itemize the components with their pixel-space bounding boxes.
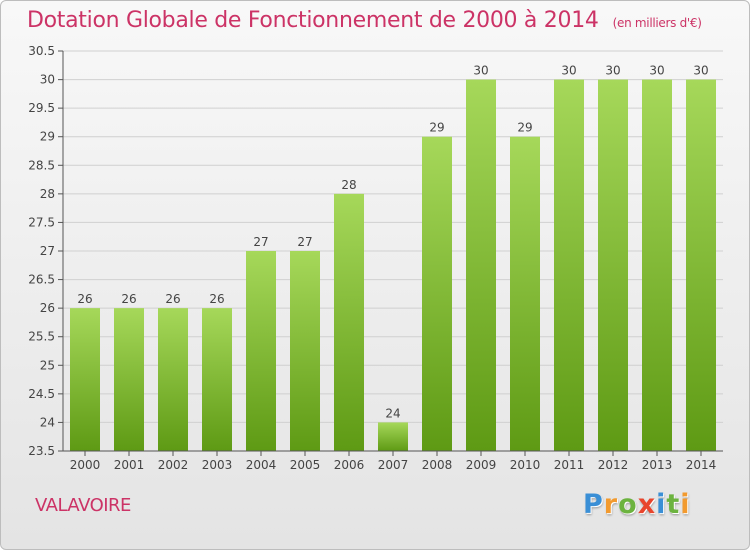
bar bbox=[598, 79, 628, 452]
x-tick-label: 2011 bbox=[554, 458, 585, 472]
data-label: 26 bbox=[121, 292, 136, 306]
y-tick-label: 27 bbox=[40, 244, 55, 258]
y-tick-label: 26.5 bbox=[28, 273, 55, 287]
bar bbox=[334, 193, 364, 451]
chart-title-text: Dotation Globale de Fonctionnement de 20… bbox=[27, 8, 599, 33]
x-tick-label: 2007 bbox=[378, 458, 409, 472]
logo-letter: t bbox=[666, 489, 681, 520]
data-label: 28 bbox=[341, 178, 356, 192]
data-label: 27 bbox=[297, 235, 312, 249]
x-tick-label: 2000 bbox=[70, 458, 101, 472]
data-label: 24 bbox=[385, 406, 400, 420]
data-label: 26 bbox=[77, 292, 92, 306]
bar bbox=[686, 79, 716, 452]
x-tick-label: 2013 bbox=[642, 458, 673, 472]
logo-letter: r bbox=[603, 489, 619, 520]
data-label: 30 bbox=[473, 64, 488, 78]
x-tick-label: 2003 bbox=[202, 458, 233, 472]
x-tick-label: 2012 bbox=[598, 458, 629, 472]
x-tick-label: 2008 bbox=[422, 458, 453, 472]
data-label: 29 bbox=[517, 121, 532, 135]
data-label: 30 bbox=[561, 64, 576, 78]
data-label: 26 bbox=[165, 292, 180, 306]
bar bbox=[158, 308, 188, 451]
bar bbox=[290, 251, 320, 451]
x-tick-label: 2009 bbox=[466, 458, 497, 472]
data-label: 30 bbox=[693, 64, 708, 78]
y-tick-label: 26 bbox=[40, 301, 55, 315]
y-tick-label: 23.5 bbox=[28, 444, 55, 458]
y-tick-label: 28.5 bbox=[28, 158, 55, 172]
x-tick-label: 2010 bbox=[510, 458, 541, 472]
x-tick-label: 2005 bbox=[290, 458, 321, 472]
y-tick-label: 30.5 bbox=[28, 44, 55, 58]
y-tick-label: 28 bbox=[40, 187, 55, 201]
data-label: 30 bbox=[649, 64, 664, 78]
y-tick-label: 24 bbox=[40, 415, 55, 429]
bar bbox=[466, 79, 496, 452]
bar bbox=[378, 422, 408, 451]
chart-unit-label: (en milliers d'€) bbox=[612, 16, 702, 30]
bar bbox=[246, 251, 276, 451]
y-tick-label: 29 bbox=[40, 130, 55, 144]
logo-letter: o bbox=[618, 489, 638, 520]
y-tick-label: 24.5 bbox=[28, 387, 55, 401]
proxiti-logo: Proxiti bbox=[583, 489, 691, 520]
y-tick-label: 25.5 bbox=[28, 330, 55, 344]
bar bbox=[202, 308, 232, 451]
data-label: 27 bbox=[253, 235, 268, 249]
x-tick-label: 2002 bbox=[158, 458, 189, 472]
commune-name: VALAVOIRE bbox=[35, 495, 131, 516]
x-tick-label: 2001 bbox=[114, 458, 145, 472]
logo-letter: i bbox=[680, 489, 691, 520]
data-label: 29 bbox=[429, 121, 444, 135]
logo-letter: x bbox=[637, 489, 657, 520]
bar bbox=[642, 79, 672, 452]
y-tick-label: 30 bbox=[40, 73, 55, 87]
x-tick-label: 2006 bbox=[334, 458, 365, 472]
bar bbox=[114, 308, 144, 451]
x-tick-label: 2004 bbox=[246, 458, 277, 472]
y-tick-label: 29.5 bbox=[28, 101, 55, 115]
chart-title: Dotation Globale de Fonctionnement de 20… bbox=[27, 8, 702, 33]
logo-letter: P bbox=[583, 489, 604, 520]
bar bbox=[70, 308, 100, 451]
y-tick-label: 25 bbox=[40, 358, 55, 372]
x-tick-label: 2014 bbox=[686, 458, 717, 472]
y-tick-label: 27.5 bbox=[28, 215, 55, 229]
bar bbox=[422, 136, 452, 451]
logo-letter: i bbox=[656, 489, 667, 520]
bar bbox=[554, 79, 584, 452]
data-label: 26 bbox=[209, 292, 224, 306]
bar bbox=[510, 136, 540, 451]
data-label: 30 bbox=[605, 64, 620, 78]
